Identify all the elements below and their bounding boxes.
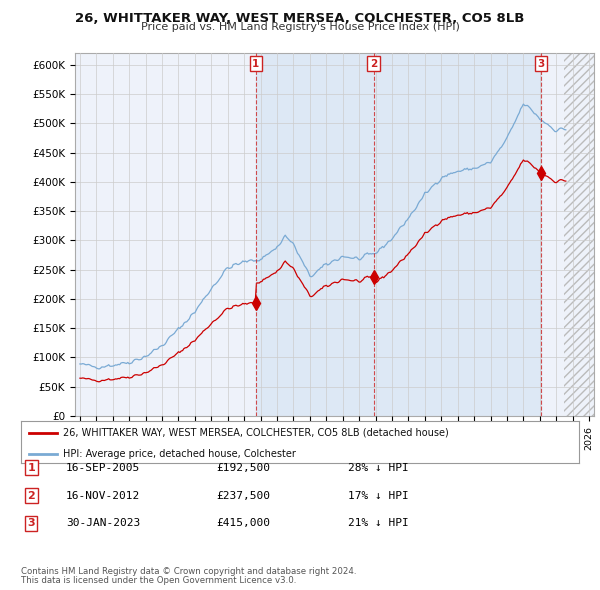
Text: HPI: Average price, detached house, Colchester: HPI: Average price, detached house, Colc… [63,449,296,459]
Text: 26, WHITTAKER WAY, WEST MERSEA, COLCHESTER, CO5 8LB (detached house): 26, WHITTAKER WAY, WEST MERSEA, COLCHEST… [63,428,449,438]
Text: £237,500: £237,500 [216,491,270,500]
Text: 1: 1 [252,58,259,68]
Text: Price paid vs. HM Land Registry's House Price Index (HPI): Price paid vs. HM Land Registry's House … [140,22,460,32]
Bar [256,53,374,416]
Text: 1: 1 [28,463,35,473]
Text: 16-SEP-2005: 16-SEP-2005 [66,463,140,473]
Bar [565,53,594,416]
Text: £415,000: £415,000 [216,519,270,528]
Text: 30-JAN-2023: 30-JAN-2023 [66,519,140,528]
Text: 3: 3 [538,58,545,68]
Text: This data is licensed under the Open Government Licence v3.0.: This data is licensed under the Open Gov… [21,576,296,585]
Bar [374,53,541,416]
Text: 3: 3 [28,519,35,528]
Text: 2: 2 [28,491,35,500]
Text: 2: 2 [370,58,377,68]
Text: 28% ↓ HPI: 28% ↓ HPI [348,463,409,473]
Text: 21% ↓ HPI: 21% ↓ HPI [348,519,409,528]
Text: £192,500: £192,500 [216,463,270,473]
Text: Contains HM Land Registry data © Crown copyright and database right 2024.: Contains HM Land Registry data © Crown c… [21,567,356,576]
Text: 26, WHITTAKER WAY, WEST MERSEA, COLCHESTER, CO5 8LB: 26, WHITTAKER WAY, WEST MERSEA, COLCHEST… [76,12,524,25]
Text: 17% ↓ HPI: 17% ↓ HPI [348,491,409,500]
Text: 16-NOV-2012: 16-NOV-2012 [66,491,140,500]
